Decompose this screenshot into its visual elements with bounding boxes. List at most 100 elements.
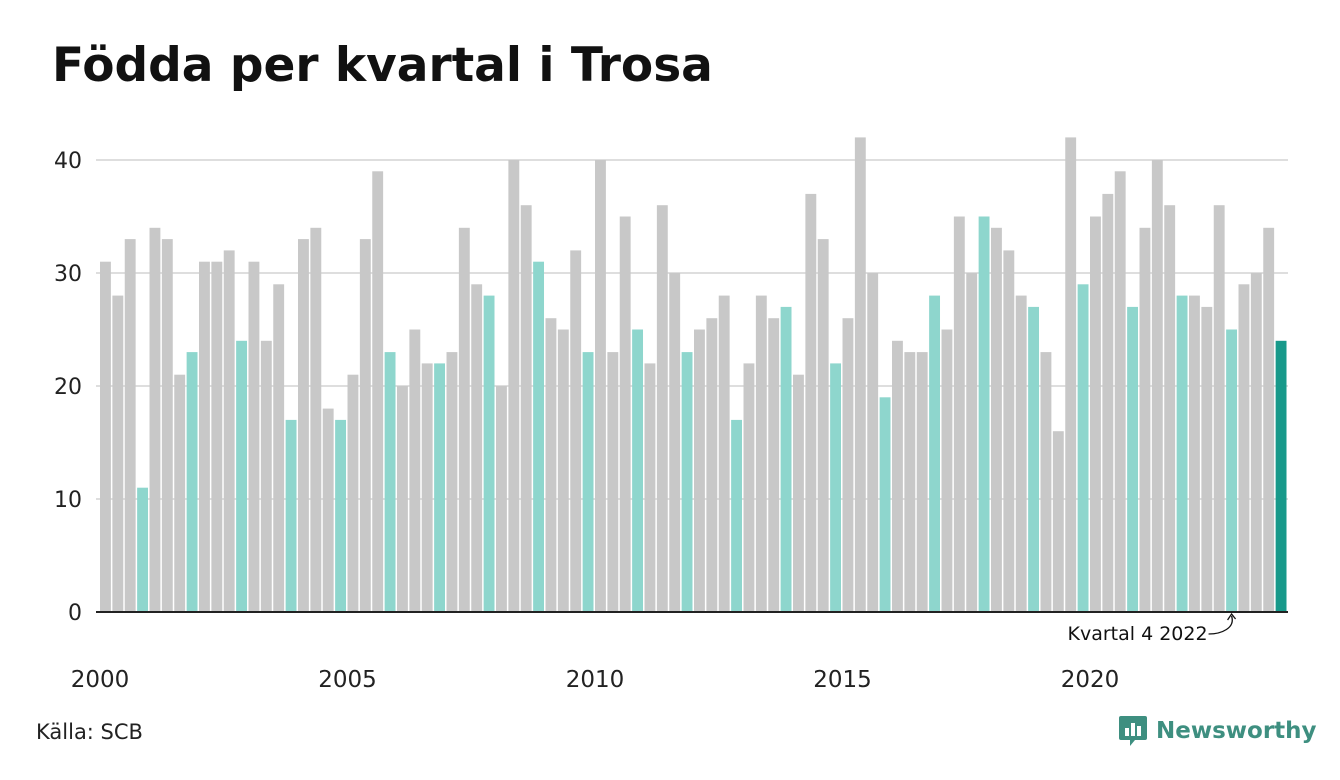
bar [347, 374, 359, 612]
newsworthy-logo-icon [1119, 716, 1147, 746]
annotation-label: Kvartal 4 2022 [1068, 623, 1208, 645]
bar [1250, 273, 1262, 612]
bar [211, 261, 223, 612]
bar [1238, 284, 1250, 612]
bar [421, 363, 433, 612]
bar [1164, 205, 1176, 612]
bar [904, 352, 916, 612]
bar [1114, 171, 1126, 613]
brand-name: Newsworthy [1156, 718, 1317, 744]
bar [409, 329, 421, 612]
bar [681, 352, 693, 612]
bar [397, 386, 408, 612]
bar [1028, 306, 1040, 612]
bar [805, 193, 817, 612]
bar [1263, 227, 1275, 613]
bar [322, 408, 334, 612]
bar [372, 171, 384, 613]
bar [1213, 205, 1225, 612]
bar [656, 205, 668, 612]
bar [755, 295, 767, 612]
annotation-arrowhead [1227, 612, 1237, 621]
bar [1226, 329, 1238, 612]
bar [471, 284, 483, 612]
bar [1189, 295, 1200, 612]
bar [978, 216, 990, 612]
bar [854, 137, 866, 612]
bar [644, 363, 656, 612]
bar [260, 340, 272, 612]
y-tick-label: 40 [54, 149, 82, 174]
bar [124, 239, 136, 612]
bar [941, 329, 953, 612]
x-tick-label: 2000 [71, 667, 130, 693]
bar [112, 295, 124, 612]
annotation: Kvartal 4 2022 [1068, 612, 1237, 645]
bar [706, 318, 718, 612]
bar [991, 227, 1002, 613]
x-tick-label: 2010 [566, 667, 625, 693]
bar-chart: 0 10 20 30 40 2000 2005 2010 2015 2020 Kvartal 4… [54, 137, 1288, 693]
x-tick-label: 2015 [813, 667, 872, 693]
bar [842, 318, 854, 612]
y-axis-ticks: 0 10 20 30 40 [54, 149, 82, 626]
bar [1040, 352, 1052, 612]
bar [1003, 250, 1015, 612]
bar [582, 352, 594, 612]
y-tick-label: 10 [54, 488, 82, 513]
x-tick-label: 2020 [1061, 667, 1120, 693]
bar [669, 273, 681, 612]
x-axis-ticks: 2000 2005 2010 2015 2020 [71, 667, 1120, 693]
bar [1052, 431, 1064, 612]
bar [199, 261, 210, 612]
bar [768, 318, 780, 612]
bar [1090, 216, 1101, 612]
bar [953, 216, 965, 612]
bar [780, 306, 792, 612]
bar [1127, 306, 1139, 612]
bar [1139, 227, 1151, 613]
bar [1275, 340, 1287, 612]
bar [557, 329, 569, 612]
source-note: Källa: SCB [36, 720, 143, 744]
chart-title: Födda per kvartal i Trosa [52, 38, 713, 93]
bar [632, 329, 644, 612]
y-tick-label: 20 [54, 375, 82, 400]
bar [533, 261, 545, 612]
bar [496, 386, 507, 612]
bar [161, 239, 173, 612]
bar [434, 363, 446, 612]
bar [1201, 306, 1213, 612]
bar [174, 374, 186, 612]
bar [359, 239, 371, 612]
bar [1065, 137, 1077, 612]
bar [570, 250, 582, 612]
bar [1077, 284, 1089, 612]
bars [100, 137, 1287, 613]
x-tick-label: 2005 [318, 667, 377, 693]
bar [310, 227, 322, 613]
bar [607, 352, 619, 612]
bar [520, 205, 532, 612]
bar [892, 340, 903, 612]
bar [236, 340, 248, 612]
bar [879, 397, 891, 612]
bar [508, 160, 520, 612]
bar [619, 216, 631, 612]
bar [446, 352, 458, 612]
bar [137, 487, 149, 612]
bar [1151, 160, 1163, 612]
bar [867, 273, 879, 612]
bar [916, 352, 928, 612]
bar [595, 160, 606, 612]
bar [248, 261, 260, 612]
y-tick-label: 0 [68, 601, 82, 626]
y-tick-label: 30 [54, 262, 82, 287]
bar [718, 295, 730, 612]
bar [335, 419, 347, 612]
bar [483, 295, 495, 612]
bar [186, 352, 198, 612]
bar [298, 239, 309, 612]
bar [817, 239, 829, 612]
bar [545, 318, 557, 612]
